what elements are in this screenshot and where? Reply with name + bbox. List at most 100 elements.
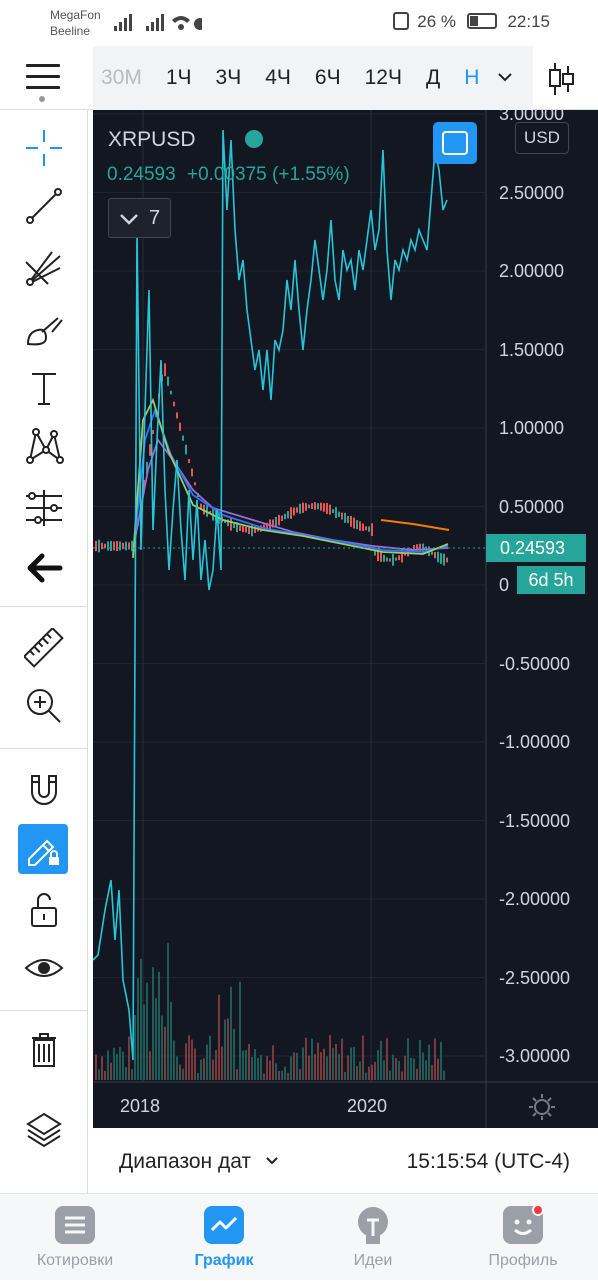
price-candle xyxy=(365,526,367,531)
volume-bar xyxy=(206,1044,208,1080)
timeframe-strip[interactable]: 30М 1Ч 3Ч 4Ч 6Ч 12Ч Д Н xyxy=(93,46,533,110)
visibility-tool[interactable] xyxy=(18,944,70,992)
volume-bar xyxy=(350,1047,352,1080)
timeframe-6h[interactable]: 6Ч xyxy=(314,66,341,89)
ruler-tool[interactable] xyxy=(18,624,70,672)
volume-bar xyxy=(422,1052,424,1080)
price-candle xyxy=(350,515,352,527)
volume-bar xyxy=(128,1036,130,1080)
object-tree-tool[interactable] xyxy=(18,1106,70,1154)
volume-bar xyxy=(365,1072,367,1080)
market-open-dot-icon xyxy=(245,130,263,148)
symbol-name[interactable]: XRPUSD xyxy=(108,128,196,151)
volume-bar xyxy=(299,1069,301,1080)
price-candle xyxy=(116,540,118,552)
price-candle xyxy=(143,479,145,493)
volume-bar xyxy=(101,1056,103,1080)
menu-button[interactable] xyxy=(26,64,60,94)
magnet-tool[interactable] xyxy=(18,766,70,814)
timeframe-week[interactable]: Н xyxy=(464,66,480,89)
trend-line-tool[interactable] xyxy=(18,182,70,230)
current-price: 0.24593 xyxy=(107,164,176,185)
nav-chart[interactable]: График xyxy=(149,1194,299,1281)
lock-all-tool[interactable] xyxy=(18,886,70,934)
ma-line-orange xyxy=(380,519,450,531)
quotes-list-icon xyxy=(55,1206,95,1244)
volume-bar xyxy=(416,1068,418,1080)
price-candle xyxy=(170,390,172,395)
price-candle xyxy=(107,541,109,551)
nav-profile-label: Профиль xyxy=(488,1252,558,1269)
text-icon xyxy=(32,373,56,405)
hide-toolbar-button[interactable] xyxy=(18,544,70,592)
volume-bar xyxy=(287,1072,289,1080)
price-candle xyxy=(296,507,298,513)
timeframe-4h[interactable]: 4Ч xyxy=(265,66,291,89)
price-axis-label: 2.00000 xyxy=(499,261,565,281)
price-candle xyxy=(368,526,370,532)
timeframe-day[interactable]: Д xyxy=(425,66,441,89)
prediction-tool[interactable] xyxy=(18,484,70,532)
battery-icon xyxy=(466,13,497,29)
indicators-toggle[interactable]: 7 xyxy=(108,198,171,238)
crosshair-tool[interactable] xyxy=(18,124,70,172)
timeframe-1h[interactable]: 1Ч xyxy=(165,66,192,89)
volume-bar xyxy=(389,1070,391,1080)
price-candle xyxy=(347,516,349,524)
chevron-down-icon xyxy=(120,214,138,225)
time-axis-label-2020: 2020 xyxy=(347,1096,388,1116)
volume-bar xyxy=(323,1048,325,1080)
zoom-tool[interactable] xyxy=(18,682,70,730)
price-candle xyxy=(179,422,181,431)
brush-tool[interactable] xyxy=(18,306,70,354)
fullscreen-button[interactable] xyxy=(433,122,477,164)
volume-bar xyxy=(131,1069,133,1080)
nav-profile[interactable]: Профиль xyxy=(448,1194,598,1281)
price-candle xyxy=(344,512,346,523)
price-candle xyxy=(293,507,295,516)
timeframe-3h[interactable]: 3Ч xyxy=(215,66,242,89)
lock-drawing-mode-button[interactable] xyxy=(18,824,68,874)
volume-bar xyxy=(401,1071,403,1080)
volume-bar xyxy=(302,1047,304,1080)
price-chart[interactable]: XRPUSD 0.24593 +0.00375 (+1.55%) 7 USD 3… xyxy=(93,110,598,1128)
price-candle xyxy=(260,525,262,532)
pattern-tool[interactable] xyxy=(18,422,70,470)
gann-fib-tool[interactable] xyxy=(18,244,70,292)
price-candle xyxy=(125,541,127,551)
price-candle xyxy=(209,510,211,514)
volume-bar xyxy=(251,1057,253,1080)
timeframe-30m[interactable]: 30М xyxy=(101,66,142,89)
timeframe-more-chevron-icon[interactable] xyxy=(491,46,519,110)
volume-bar xyxy=(182,1068,184,1080)
text-tool[interactable] xyxy=(18,364,70,412)
currency-button[interactable]: USD xyxy=(515,122,569,154)
price-candle xyxy=(248,525,250,535)
volume-bar xyxy=(125,1066,127,1080)
nav-quotes[interactable]: Котировки xyxy=(0,1194,150,1281)
chart-settings-button[interactable] xyxy=(529,1094,555,1125)
price-candle xyxy=(266,522,268,530)
date-range-selector[interactable]: Диапазон дат xyxy=(119,1150,279,1174)
price-candle xyxy=(242,525,244,533)
nav-ideas[interactable]: Идеи xyxy=(298,1194,448,1281)
price-candle xyxy=(314,502,316,510)
price-candle xyxy=(278,514,280,526)
chart-canvas[interactable] xyxy=(93,110,598,1128)
timeframe-12h[interactable]: 12Ч xyxy=(364,66,402,89)
price-candle xyxy=(305,503,307,511)
volume-bar xyxy=(239,981,241,1080)
price-candle xyxy=(167,376,169,386)
carrier-1: MegaFon xyxy=(50,8,101,22)
volume-bar xyxy=(116,1054,118,1080)
chart-clock[interactable]: 15:15:54 (UTC-4) xyxy=(406,1150,570,1173)
price-candle xyxy=(290,507,292,519)
chart-type-candles-icon[interactable] xyxy=(548,62,574,96)
volume-bar xyxy=(395,1057,397,1080)
price-candle xyxy=(383,554,385,562)
volume-bar xyxy=(221,1046,223,1080)
arrow-left-icon xyxy=(27,553,63,583)
delete-tool[interactable] xyxy=(18,1026,70,1074)
volume-bar xyxy=(437,1058,439,1080)
ruler-icon xyxy=(24,628,64,668)
